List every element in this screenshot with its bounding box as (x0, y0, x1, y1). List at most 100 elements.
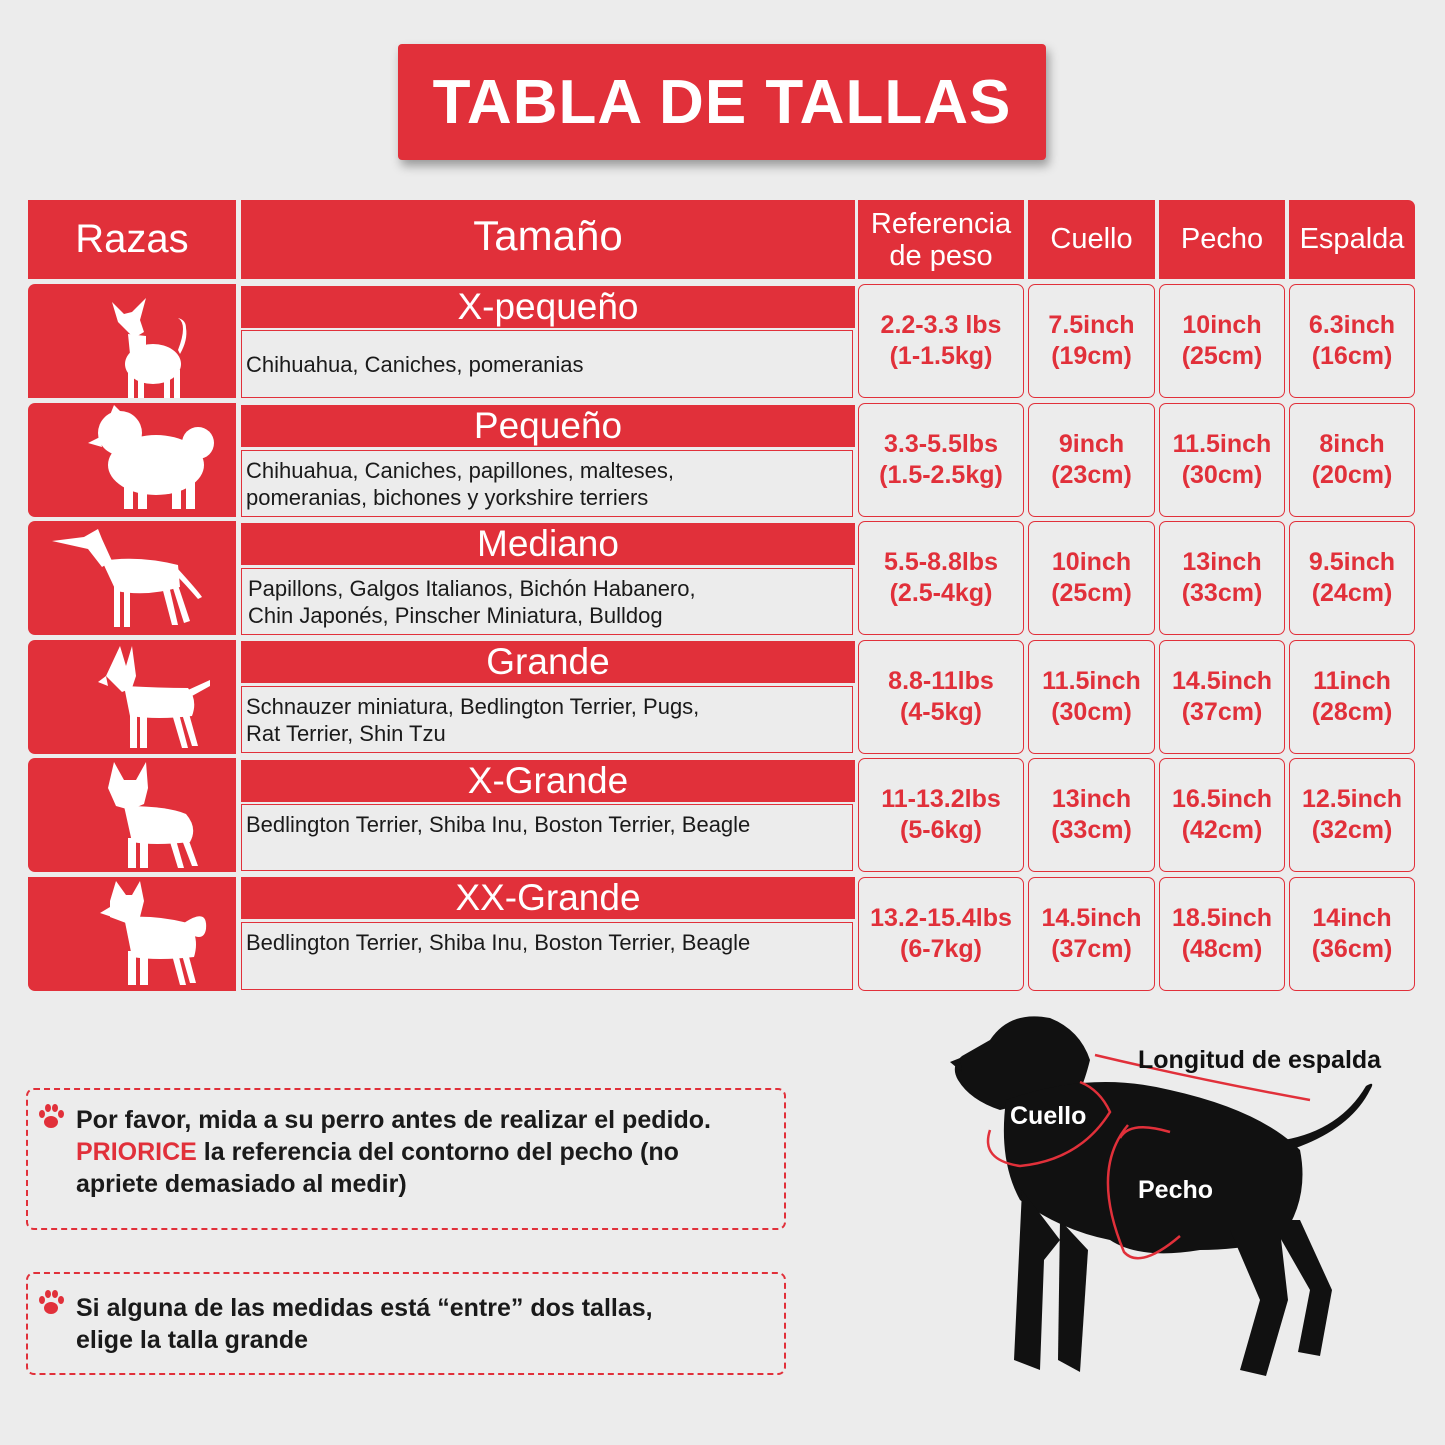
breed-list: Chihuahua, Caniches, pomeranias (241, 330, 853, 398)
pecho-inch: 14.5inch (1171, 667, 1273, 695)
peso-kg: (1-1.5kg) (889, 342, 993, 370)
note-line: apriete demasiado al medir) (76, 1170, 407, 1198)
espalda-cm: (28cm) (1311, 698, 1393, 726)
peso-cell: 11-13.2lbs (5-6kg) (858, 758, 1024, 872)
size-label: XX-Grande (241, 877, 855, 919)
pecho-cm: (33cm) (1181, 579, 1263, 607)
pecho-cell: 18.5inch (48cm) (1159, 877, 1285, 991)
espalda-cm: (32cm) (1311, 816, 1393, 844)
pecho-cell: 13inch (33cm) (1159, 521, 1285, 635)
note-measure-text: Por favor, mida a su perro antes de real… (76, 1104, 711, 1200)
cuello-cell: 9inch (23cm) (1028, 403, 1155, 517)
header-cuello-label: Cuello (1050, 223, 1133, 255)
espalda-cell: 6.3inch (16cm) (1289, 284, 1415, 398)
header-tamano: Tamaño (241, 200, 855, 279)
pecho-inch: 13inch (1182, 548, 1262, 576)
note-line: PRIORICE la referencia del contorno del … (76, 1136, 711, 1168)
boston-terrier-icon (108, 762, 198, 868)
peso-cell: 3.3-5.5lbs (1.5-2.5kg) (858, 403, 1024, 517)
header-pecho: Pecho (1159, 200, 1285, 279)
cuello-inch: 13inch (1051, 785, 1132, 813)
peso-cell: 5.5-8.8lbs (2.5-4kg) (858, 521, 1024, 635)
paw-icon (39, 1290, 64, 1314)
size-label: X-pequeño (241, 286, 855, 328)
cuello-cm: (33cm) (1051, 816, 1132, 844)
peso-lbs: 8.8-11lbs (888, 667, 994, 695)
pecho-inch: 16.5inch (1171, 785, 1273, 813)
peso-kg: (6-7kg) (900, 935, 982, 963)
breed-list: Papillons, Galgos Italianos, Bichón Haba… (241, 568, 853, 635)
espalda-inch: 12.5inch (1301, 785, 1403, 813)
cuello-inch: 9inch (1058, 430, 1125, 458)
title-banner: TABLA DE TALLAS (398, 44, 1046, 160)
label-pecho: Pecho (1138, 1176, 1214, 1204)
cuello-cm: (25cm) (1051, 579, 1132, 607)
header-razas-label: Razas (75, 217, 189, 261)
espalda-inch: 14inch (1312, 904, 1392, 932)
peso-kg: (2.5-4kg) (889, 579, 993, 607)
note-line: Por favor, mida a su perro antes de real… (76, 1106, 711, 1134)
measure-lines (986, 1053, 1311, 1260)
size-label: Pequeño (241, 405, 855, 447)
peso-lbs: 5.5-8.8lbs (884, 548, 998, 576)
espalda-cell: 8inch (20cm) (1289, 403, 1415, 517)
pomeranian-icon (88, 405, 214, 509)
note-line: Si alguna de las medidas está “entre” do… (76, 1294, 653, 1322)
cuello-inch: 11.5inch (1042, 667, 1141, 695)
header-tamano-label: Tamaño (473, 212, 623, 259)
breed-icon-cell (28, 403, 236, 517)
pecho-cm: (48cm) (1181, 935, 1263, 963)
breed-icon-cell (28, 758, 236, 872)
pecho-cell: 16.5inch (42cm) (1159, 758, 1285, 872)
pecho-cell: 14.5inch (37cm) (1159, 640, 1285, 754)
size-label: Grande (241, 641, 855, 683)
espalda-cm: (36cm) (1311, 935, 1393, 963)
header-espalda: Espalda (1289, 200, 1415, 279)
cuello-cell: 10inch (25cm) (1028, 521, 1155, 635)
espalda-cell: 14inch (36cm) (1289, 877, 1415, 991)
breed-icon-cell (28, 877, 236, 991)
espalda-cell: 9.5inch (24cm) (1289, 521, 1415, 635)
breed-list: Schnauzer miniatura, Bedlington Terrier,… (241, 686, 853, 753)
note-line: elige la talla grande (76, 1326, 309, 1354)
cuello-cell: 7.5inch (19cm) (1028, 284, 1155, 398)
pecho-cell: 10inch (25cm) (1159, 284, 1285, 398)
pecho-cell: 11.5inch (30cm) (1159, 403, 1285, 517)
peso-lbs: 2.2-3.3 lbs (880, 311, 1002, 339)
cuello-inch: 14.5inch (1041, 904, 1142, 932)
espalda-cm: (20cm) (1311, 461, 1393, 489)
pecho-inch: 10inch (1182, 311, 1262, 339)
pecho-cm: (42cm) (1181, 816, 1263, 844)
dog-measurement-diagram (950, 1016, 1373, 1376)
cuello-cm: (30cm) (1051, 698, 1132, 726)
label-cuello: Cuello (1010, 1102, 1087, 1130)
peso-kg: (5-6kg) (900, 816, 982, 844)
header-cuello: Cuello (1028, 200, 1155, 279)
greyhound-icon (52, 529, 202, 627)
breed-icon-cell (28, 521, 236, 635)
peso-cell: 13.2-15.4lbs (6-7kg) (858, 877, 1024, 991)
breed-list: Bedlington Terrier, Shiba Inu, Boston Te… (241, 922, 853, 990)
shiba-inu-icon (100, 881, 207, 985)
peso-kg: (4-5kg) (900, 698, 982, 726)
breed-icon-cell (28, 640, 236, 754)
note-highlight: PRIORICE (76, 1138, 197, 1166)
cuello-cell: 11.5inch (30cm) (1028, 640, 1155, 754)
note-measure: Por favor, mida a su perro antes de real… (26, 1088, 786, 1230)
cuello-cm: (19cm) (1051, 342, 1132, 370)
cuello-cm: (37cm) (1051, 935, 1132, 963)
peso-kg: (1.5-2.5kg) (879, 461, 1003, 489)
espalda-inch: 11inch (1313, 667, 1391, 695)
pecho-inch: 18.5inch (1171, 904, 1273, 932)
breed-icon-cell (28, 284, 236, 398)
cuello-cm: (23cm) (1051, 461, 1132, 489)
pecho-inch: 11.5inch (1172, 430, 1272, 458)
espalda-inch: 6.3inch (1308, 311, 1396, 339)
size-label: Mediano (241, 523, 855, 565)
chihuahua-icon (112, 298, 187, 398)
paw-icon (39, 1104, 64, 1128)
cuello-cell: 13inch (33cm) (1028, 758, 1155, 872)
peso-lbs: 13.2-15.4lbs (870, 904, 1012, 932)
pecho-cm: (25cm) (1181, 342, 1263, 370)
pecho-cm: (30cm) (1181, 461, 1263, 489)
